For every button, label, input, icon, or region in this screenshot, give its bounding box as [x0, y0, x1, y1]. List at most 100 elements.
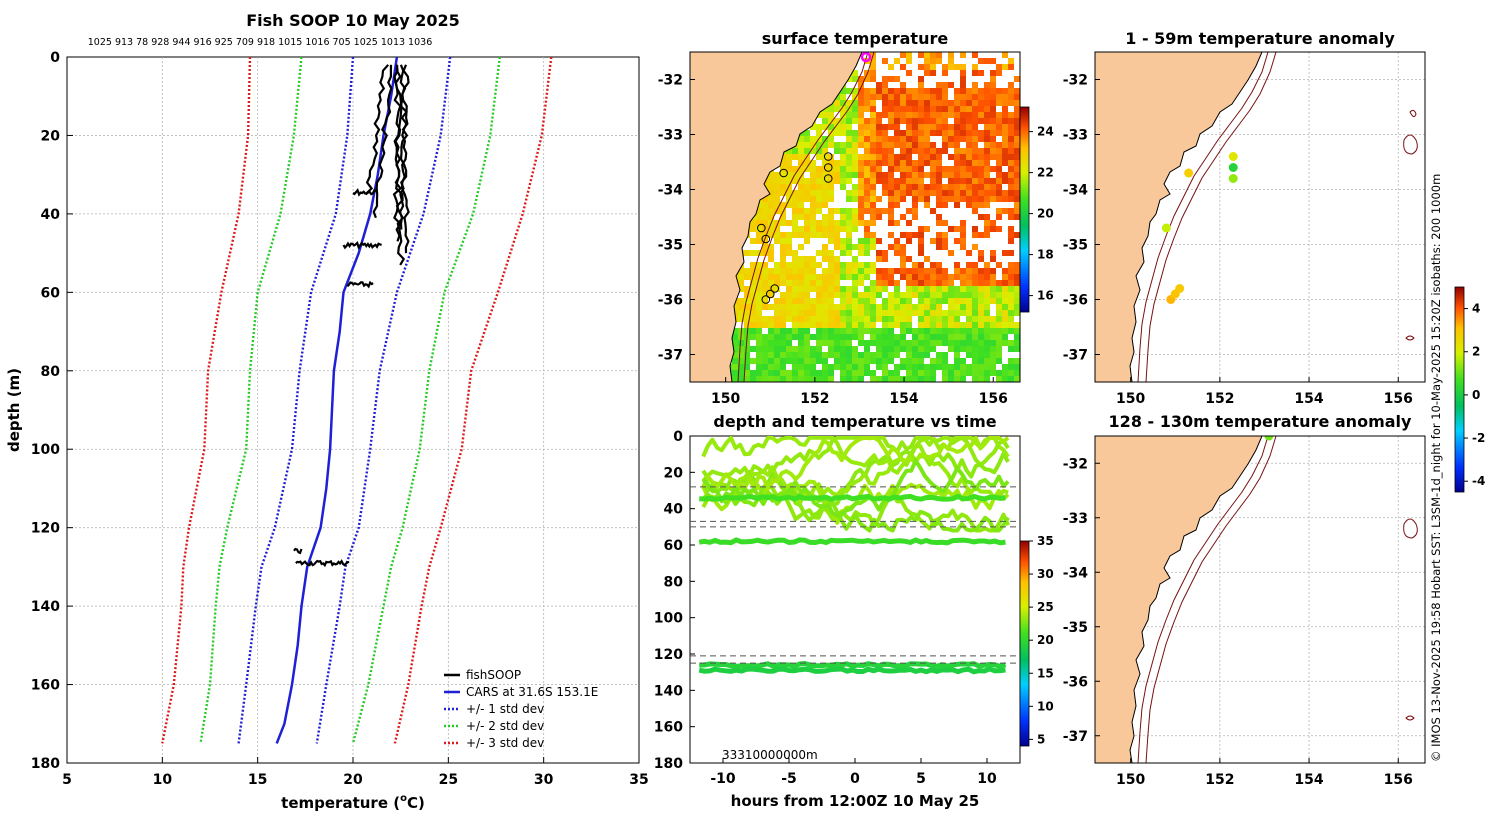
sst-cell	[840, 334, 846, 340]
sst-cell	[972, 154, 978, 160]
sst-cell	[996, 190, 1002, 196]
sst-cell	[864, 142, 870, 148]
sst-cell	[810, 364, 816, 370]
sst-cell	[816, 322, 822, 328]
sst-cell	[732, 328, 738, 334]
depth-time-x-axis-label: hours from 12:00Z 10 May 25	[731, 792, 980, 810]
sst-cell	[972, 358, 978, 364]
fishsoop-profiles	[293, 64, 410, 568]
sst-cell	[960, 172, 966, 178]
sst-cell	[816, 376, 822, 382]
sst-cell	[840, 370, 846, 376]
sst-cell	[1014, 136, 1020, 142]
sst-cell	[1008, 100, 1014, 106]
sst-cell	[990, 196, 996, 202]
sst-cell	[966, 268, 972, 274]
sst-cell	[936, 262, 942, 268]
sst-cell	[984, 202, 990, 208]
sst-cell	[960, 376, 966, 382]
sst-cell	[798, 304, 804, 310]
sst-station	[757, 223, 766, 233]
sst-cell	[864, 328, 870, 334]
sst-cell	[882, 370, 888, 376]
sst-cell	[804, 196, 810, 202]
sst-cell	[792, 280, 798, 286]
sst-isobath-200	[737, 52, 869, 382]
sst-cell	[864, 364, 870, 370]
sst-cell	[798, 214, 804, 220]
sst-cell	[858, 106, 864, 112]
sst-cell	[768, 280, 774, 286]
sst-cell	[798, 172, 804, 178]
sst-cell	[792, 364, 798, 370]
sst-cell	[942, 358, 948, 364]
sst-cell	[900, 328, 906, 334]
sst-cell	[930, 316, 936, 322]
sst-cell	[780, 316, 786, 322]
sst-cell	[762, 196, 768, 202]
profile-y-tick-label: 100	[31, 442, 60, 458]
depth-time-colorbar	[1019, 540, 1030, 747]
sst-cell	[912, 94, 918, 100]
sst-cell	[798, 370, 804, 376]
sst-cell	[978, 268, 984, 274]
sst-cell	[864, 298, 870, 304]
sst-cell	[1014, 208, 1020, 214]
sst-cell	[912, 136, 918, 142]
sst-cell	[888, 244, 894, 250]
sst-cell	[804, 184, 810, 190]
sst-cell	[756, 220, 762, 226]
sst-cell	[840, 304, 846, 310]
sst-cell	[894, 346, 900, 352]
sst-colorbar	[1019, 106, 1030, 313]
sst-cell	[966, 106, 972, 112]
sst-cell	[948, 250, 954, 256]
sst-cell	[774, 220, 780, 226]
sst-cell	[822, 124, 828, 130]
sst-cell	[954, 322, 960, 328]
sst-cell	[990, 166, 996, 172]
sst-cell	[888, 184, 894, 190]
profile-y-tick-label: 40	[41, 207, 61, 223]
sst-cell	[912, 88, 918, 94]
sst-cell	[990, 106, 996, 112]
sst-cell	[966, 274, 972, 280]
sst-cell	[888, 172, 894, 178]
sst-cell	[942, 370, 948, 376]
sst-cell	[750, 238, 756, 244]
sst-cell	[942, 340, 948, 346]
sst-cell	[978, 310, 984, 316]
anomaly-colorbar-label: 2	[1472, 345, 1480, 359]
sst-cell	[846, 88, 852, 94]
sst-cell	[918, 130, 924, 136]
sst-cell	[894, 370, 900, 376]
profile-y-tick-label: 80	[41, 364, 61, 380]
sst-cell	[930, 160, 936, 166]
sst-cell	[996, 328, 1002, 334]
sst-cell	[834, 364, 840, 370]
sst-cell	[858, 262, 864, 268]
sst-cell	[972, 94, 978, 100]
sst-cell	[876, 256, 882, 262]
sst-cell	[816, 190, 822, 196]
map-lat-tick-label: -33	[1063, 128, 1088, 144]
sst-cell	[756, 304, 762, 310]
sst-cell	[870, 130, 876, 136]
sst-cell	[984, 340, 990, 346]
depth-time-x-tick-label: 10	[977, 771, 997, 787]
sst-cell	[978, 148, 984, 154]
sst-cell	[930, 364, 936, 370]
sst-cell	[768, 352, 774, 358]
sst-cell	[882, 124, 888, 130]
sst-cell	[852, 376, 858, 382]
sst-cell	[960, 220, 966, 226]
sst-cell	[1008, 112, 1014, 118]
sst-cell	[792, 166, 798, 172]
sst-cell	[1008, 370, 1014, 376]
sst-cell	[984, 232, 990, 238]
sst-cell	[840, 310, 846, 316]
depth-time-colorbar-label: 25	[1037, 600, 1054, 614]
sst-cell	[948, 286, 954, 292]
sst-cell	[870, 328, 876, 334]
sst-cell	[846, 118, 852, 124]
